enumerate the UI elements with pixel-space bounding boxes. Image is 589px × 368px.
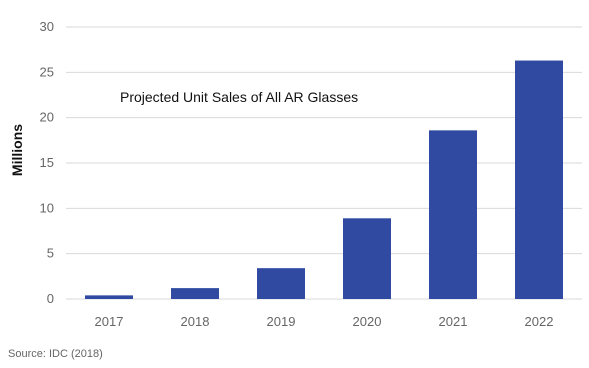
bar-2022 xyxy=(515,60,563,300)
bar-2018 xyxy=(171,288,219,299)
bar-2017 xyxy=(85,295,133,299)
y-tick-label: 5 xyxy=(47,246,54,261)
x-tick-label: 2022 xyxy=(525,314,554,329)
y-tick-labels: 0 5 10 15 20 25 30 xyxy=(40,19,54,306)
y-axis-label: Millions xyxy=(9,124,25,176)
y-tick-label: 15 xyxy=(40,155,54,170)
gridlines xyxy=(66,26,582,300)
y-tick-label: 20 xyxy=(40,110,54,125)
bar-2020 xyxy=(343,218,391,299)
x-tick-label: 2017 xyxy=(95,314,124,329)
bar-2021 xyxy=(429,130,477,299)
bars xyxy=(85,60,563,300)
y-tick-label: 0 xyxy=(47,291,54,306)
x-tick-label: 2019 xyxy=(267,314,296,329)
bar-2019 xyxy=(257,268,305,299)
source-note: Source: IDC (2018) xyxy=(8,348,103,360)
chart-title: Projected Unit Sales of All AR Glasses xyxy=(120,89,358,105)
y-tick-label: 30 xyxy=(40,19,54,34)
chart: 0 5 10 15 20 25 30 2017 2018 2019 2020 2021 2022 Mi… xyxy=(9,19,582,329)
x-tick-label: 2021 xyxy=(439,314,468,329)
y-tick-label: 25 xyxy=(40,64,54,79)
y-tick-label: 10 xyxy=(40,200,54,215)
x-tick-labels: 2017 2018 2019 2020 2021 2022 xyxy=(95,314,554,329)
x-tick-label: 2020 xyxy=(353,314,382,329)
x-tick-label: 2018 xyxy=(181,314,210,329)
